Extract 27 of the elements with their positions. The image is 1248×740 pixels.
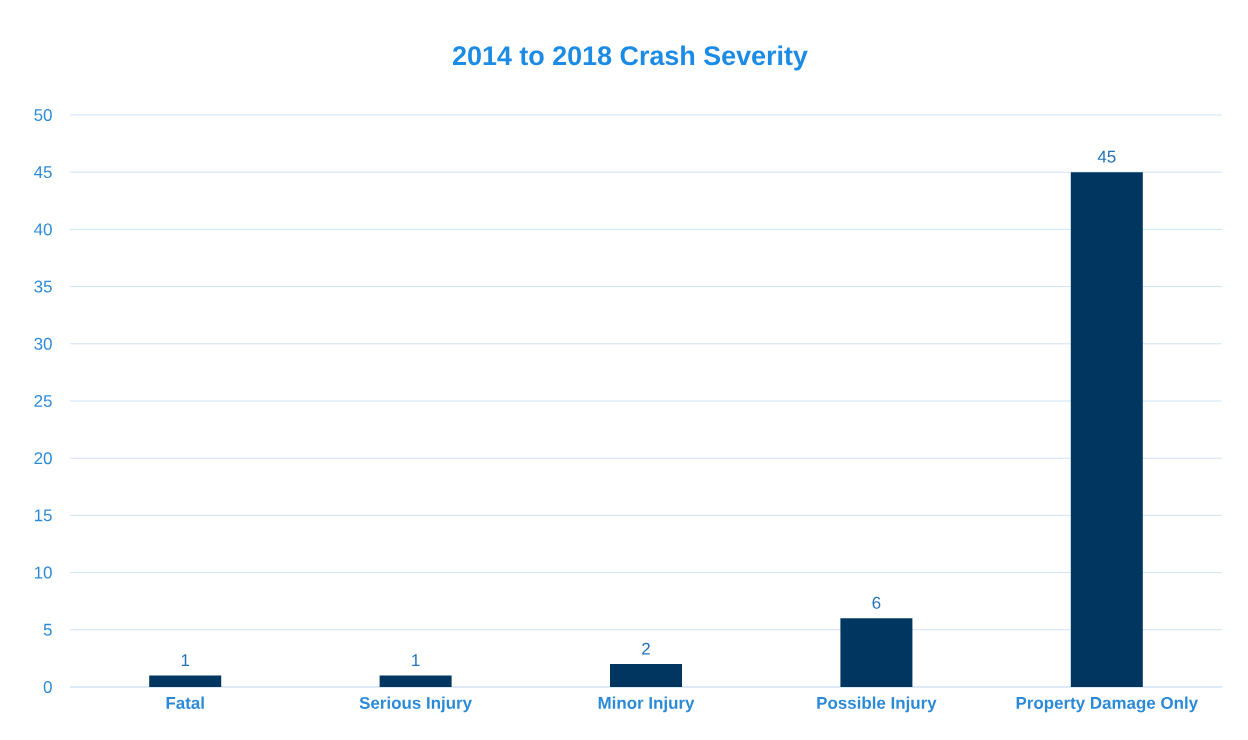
y-tick-label: 20 [34,452,52,465]
bar [840,618,913,687]
y-tick-label: 40 [34,223,52,236]
y-tick-label: 25 [34,394,52,407]
x-tick-label: Possible Injury [817,696,937,713]
bar [379,675,452,687]
data-label: 2 [642,642,650,655]
y-tick-label: 45 [34,166,52,179]
data-label: 1 [181,654,190,667]
bar [149,675,222,687]
y-tick-label: 35 [34,280,52,293]
y-tick-label: 15 [34,509,52,522]
chart-title: 2014 to 2018 Crash Severity [453,45,808,71]
data-label: 45 [1097,150,1116,163]
x-tick-label: Property Damage Only [1016,696,1198,713]
y-tick-label: 5 [43,623,52,636]
bar [1070,172,1143,687]
y-tick-label: 50 [34,108,52,121]
y-tick-label: 10 [34,566,52,579]
y-tick-label: 0 [43,680,52,693]
bar [610,664,683,687]
data-label: 1 [412,654,420,667]
x-tick-label: Minor Injury [598,696,695,713]
data-label: 6 [872,596,881,609]
y-tick-label: 30 [34,337,52,350]
x-tick-label: Serious Injury [359,696,472,713]
x-tick-label: Fatal [166,696,204,709]
